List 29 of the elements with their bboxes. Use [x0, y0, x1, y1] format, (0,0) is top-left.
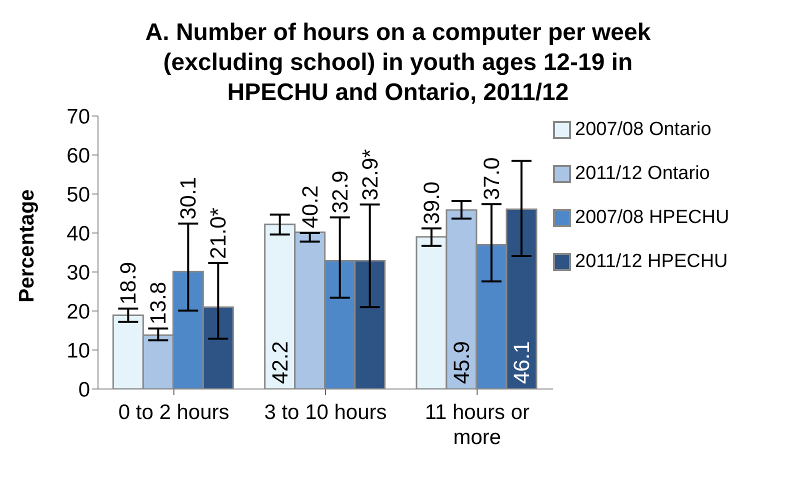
x-tick-label: 0 to 2 hours [118, 401, 230, 424]
data-label: 40.2 [297, 185, 322, 228]
data-label: 32.9 [327, 170, 352, 214]
y-tick-label: 20 [66, 300, 90, 324]
data-label: 30.1 [176, 176, 201, 220]
y-tick-label: 70 [66, 105, 90, 128]
y-tick-label: 50 [66, 183, 90, 206]
legend-label: 2011/12 HPECHU [575, 251, 728, 273]
x-tick-label: 11 hours or more [424, 401, 530, 449]
legend-label: 2007/08 HPECHU [575, 207, 730, 229]
y-tick-label: 30 [66, 261, 90, 284]
y-axis-title: Percentage [15, 189, 38, 302]
legend-label: 2007/08 Ontario [575, 119, 712, 141]
data-label: 37.0 [479, 157, 504, 200]
data-label: 42.2 [267, 341, 292, 384]
y-tick-label: 40 [66, 222, 90, 246]
data-label: 39.0 [419, 181, 444, 224]
legend-label: 2011/12 Ontario [575, 163, 710, 185]
data-label: 45.9 [449, 341, 474, 384]
y-tick-label: 0 [78, 378, 90, 402]
x-tick-label: 3 to 10 hours [264, 401, 387, 424]
data-label: 32.9* [357, 148, 382, 201]
data-label: 18.9 [116, 262, 141, 305]
chart-title: A. Number of hours on a computer per week (excluding school) in youth ages 12-19 in HPECHU and Ontario, 2011/12 [145, 19, 651, 106]
y-tick-label: 60 [66, 144, 90, 168]
y-tick-label: 10 [66, 339, 90, 362]
data-label: 46.1 [509, 341, 534, 384]
data-label: 21.0* [206, 207, 231, 260]
data-label: 13.8 [146, 282, 171, 325]
